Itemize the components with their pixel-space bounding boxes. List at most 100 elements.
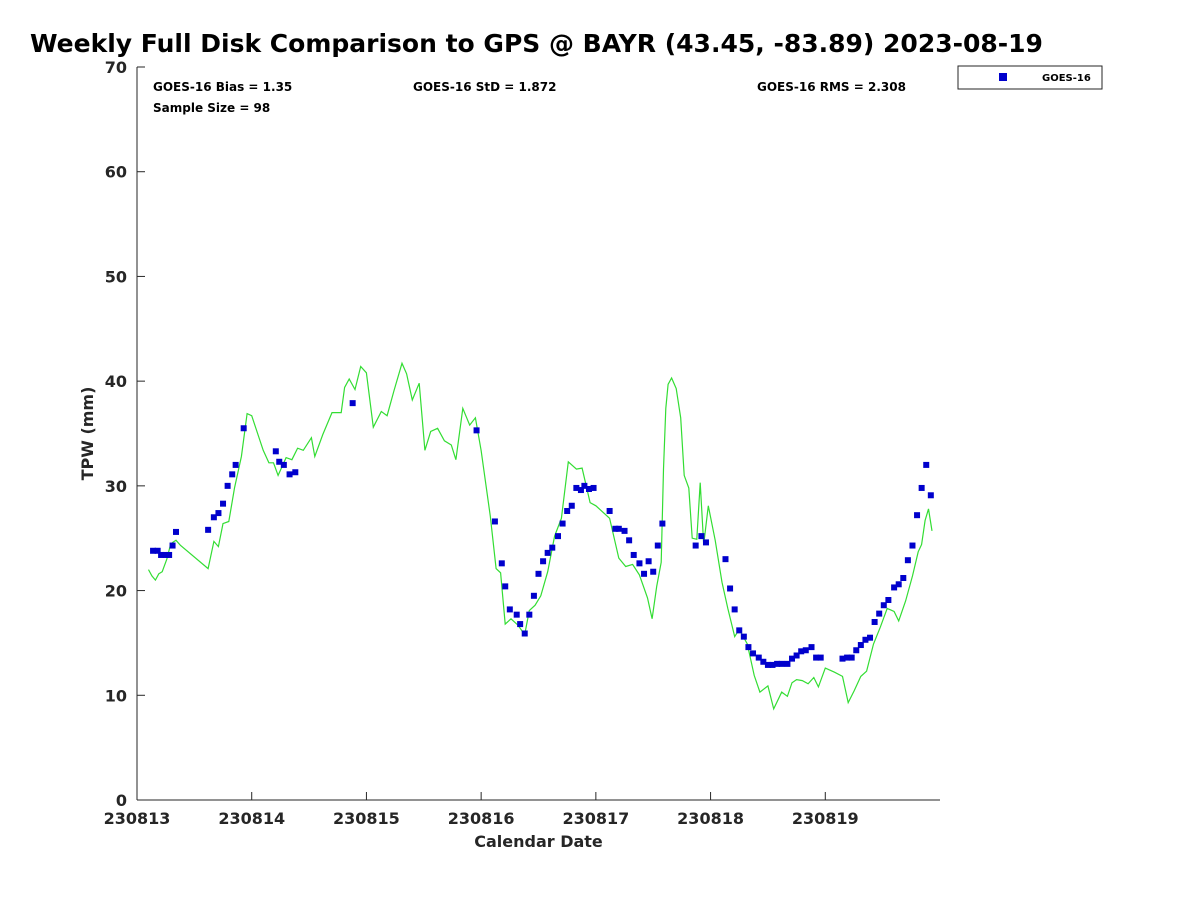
y-tick-label: 50 [105, 267, 127, 286]
goes16-point [606, 507, 613, 514]
goes16-point [491, 518, 498, 525]
goes16-point [659, 520, 666, 527]
goes16-point [205, 526, 212, 533]
gps-series [147, 361, 933, 711]
legend-label-goes16: GOES-16 [1042, 73, 1091, 84]
legend-box [957, 65, 1103, 90]
stat-rms: GOES-16 RMS = 2.308 [757, 80, 906, 94]
goes16-point [853, 647, 860, 654]
goes16-point [871, 618, 878, 625]
y-axis-ticks: 0 10 20 30 40 50 60 70 [105, 58, 145, 810]
goes16-point [232, 461, 239, 468]
goes16-point [555, 533, 562, 540]
goes16-point [473, 427, 480, 434]
goes16-point [502, 583, 509, 590]
goes16-point [564, 507, 571, 514]
goes16-point [755, 654, 762, 661]
goes16-point [927, 492, 934, 499]
goes16-point [549, 544, 556, 551]
goes16-point [158, 551, 165, 558]
goes16-point [909, 542, 916, 549]
goes16-point [839, 655, 846, 662]
goes16-point [224, 482, 231, 489]
x-tick-label: 230817 [562, 809, 629, 828]
y-axis-label: TPW (mm) [78, 387, 97, 481]
goes16-point [581, 482, 588, 489]
goes16-point [636, 560, 643, 567]
goes16-point [630, 551, 637, 558]
goes16-point [641, 570, 648, 577]
goes16-point [513, 611, 520, 618]
goes16-point [530, 592, 537, 599]
chart-title: Weekly Full Disk Comparison to GPS @ BAY… [30, 29, 1043, 58]
x-tick-label: 230815 [333, 809, 400, 828]
legend-marker-goes16 [999, 73, 1007, 81]
goes16-point [173, 528, 180, 535]
goes16-point [540, 558, 547, 565]
goes16-point [750, 650, 757, 657]
goes16-point [517, 621, 524, 628]
goes16-point [535, 570, 542, 577]
goes16-point [848, 654, 855, 661]
goes16-point [891, 584, 898, 591]
y-tick-label: 40 [105, 372, 127, 391]
goes16-point [698, 533, 705, 540]
goes16-point [612, 525, 619, 532]
x-axis-label: Calendar Date [474, 832, 603, 851]
goes16-point [169, 542, 176, 549]
goes16-point [229, 471, 236, 478]
goes16-point [349, 400, 356, 407]
goes16-point [559, 520, 566, 527]
stat-sample-size: Sample Size = 98 [153, 101, 270, 115]
goes16-point [568, 502, 575, 509]
goes16-point [867, 634, 874, 641]
stat-bias: GOES-16 Bias = 1.35 [153, 80, 292, 94]
goes16-point [885, 596, 892, 603]
goes16-point [918, 484, 925, 491]
goes16-point [220, 500, 227, 507]
goes16-point [880, 602, 887, 609]
y-tick-label: 30 [105, 477, 127, 496]
goes16-point [740, 633, 747, 640]
goes16-point [150, 547, 157, 554]
goes16-point [590, 484, 597, 491]
goes16-point [292, 469, 299, 476]
goes16-point [817, 654, 824, 661]
legend: GOES-16 [957, 65, 1103, 90]
goes16-point [793, 652, 800, 659]
goes16-point [585, 485, 592, 492]
goes16-point [162, 551, 169, 558]
goes16-point [876, 610, 883, 617]
goes16-point [626, 537, 633, 544]
goes16-point [210, 514, 217, 521]
goes16-point [778, 660, 785, 667]
goes16-point [276, 458, 283, 465]
goes16-point [154, 547, 161, 554]
gps-line [147, 361, 933, 711]
goes16-point [736, 627, 743, 634]
goes16-point [900, 575, 907, 582]
goes16-point [745, 644, 752, 651]
y-tick-label: 10 [105, 686, 127, 705]
goes16-point [904, 557, 911, 564]
goes16-point [789, 655, 796, 662]
goes16-point [506, 606, 513, 613]
y-tick-label: 60 [105, 163, 127, 182]
y-tick-label: 20 [105, 582, 127, 601]
goes16-point [727, 585, 734, 592]
goes16-point [272, 448, 279, 455]
goes16-point [731, 606, 738, 613]
goes16-point [702, 539, 709, 546]
plot-axes [136, 67, 940, 801]
goes16-point [722, 556, 729, 563]
goes16-point [645, 558, 652, 565]
goes16-point [844, 654, 851, 661]
goes16-point [166, 551, 173, 558]
goes16-point [573, 484, 580, 491]
goes16-point [692, 542, 699, 549]
goes16-point [923, 461, 930, 468]
x-tick-label: 230816 [448, 809, 515, 828]
goes16-point [240, 425, 247, 432]
x-tick-label: 230819 [792, 809, 859, 828]
